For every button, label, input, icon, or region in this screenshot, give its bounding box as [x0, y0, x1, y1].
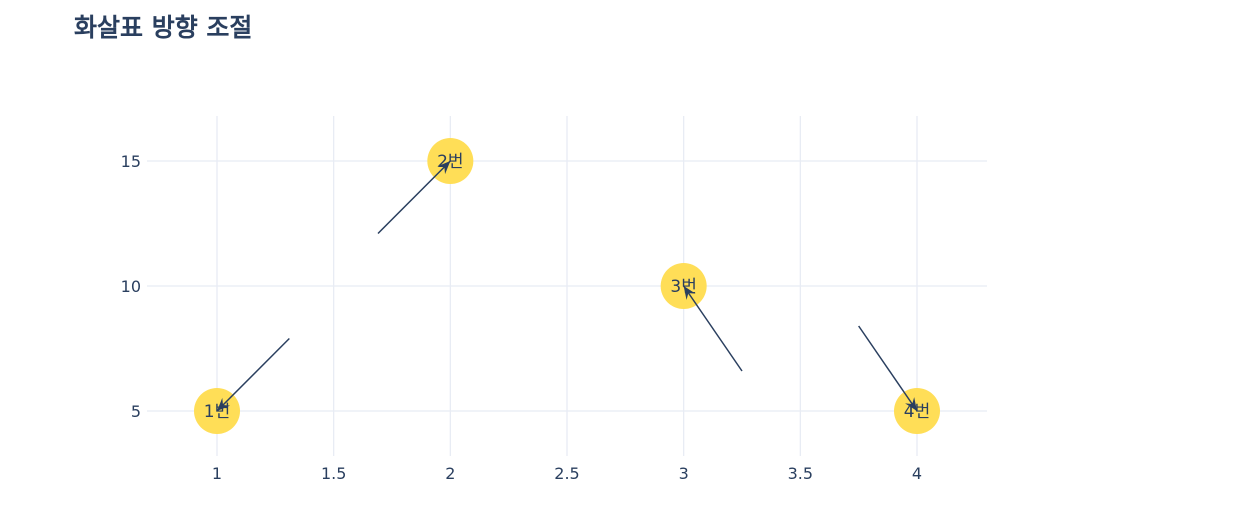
- data-point-label: 1번: [204, 402, 230, 422]
- data-point-label: 4번: [904, 402, 930, 422]
- tick-layer: 1 1.5 2 2.5 3 3.5 4 5 10 15: [121, 152, 922, 483]
- x-tick-label: 2.5: [554, 464, 579, 483]
- x-tick-label: 3: [679, 464, 689, 483]
- x-tick-label: 1: [212, 464, 222, 483]
- annotation-arrowhead: [905, 397, 917, 411]
- arrow-layer: [216, 160, 918, 412]
- annotation-arrow-line: [216, 337, 290, 412]
- x-tick-label: 2: [445, 464, 455, 483]
- annotation-arrow-line: [683, 285, 743, 372]
- y-tick-label: 10: [121, 277, 141, 296]
- y-tick-label: 15: [121, 152, 141, 171]
- x-tick-label: 1.5: [321, 464, 346, 483]
- annotation-arrowhead: [683, 286, 696, 300]
- x-tick-label: 4: [912, 464, 922, 483]
- chart-title: 화살표 방향 조절: [74, 13, 253, 42]
- annotation-arrowhead: [437, 161, 451, 175]
- annotation-arrow-line: [377, 160, 451, 235]
- annotation-arrowhead: [217, 397, 231, 411]
- x-tick-label: 3.5: [788, 464, 813, 483]
- grid-layer: [147, 116, 987, 456]
- y-tick-label: 5: [131, 402, 141, 421]
- annotation-arrow-line: [858, 325, 918, 412]
